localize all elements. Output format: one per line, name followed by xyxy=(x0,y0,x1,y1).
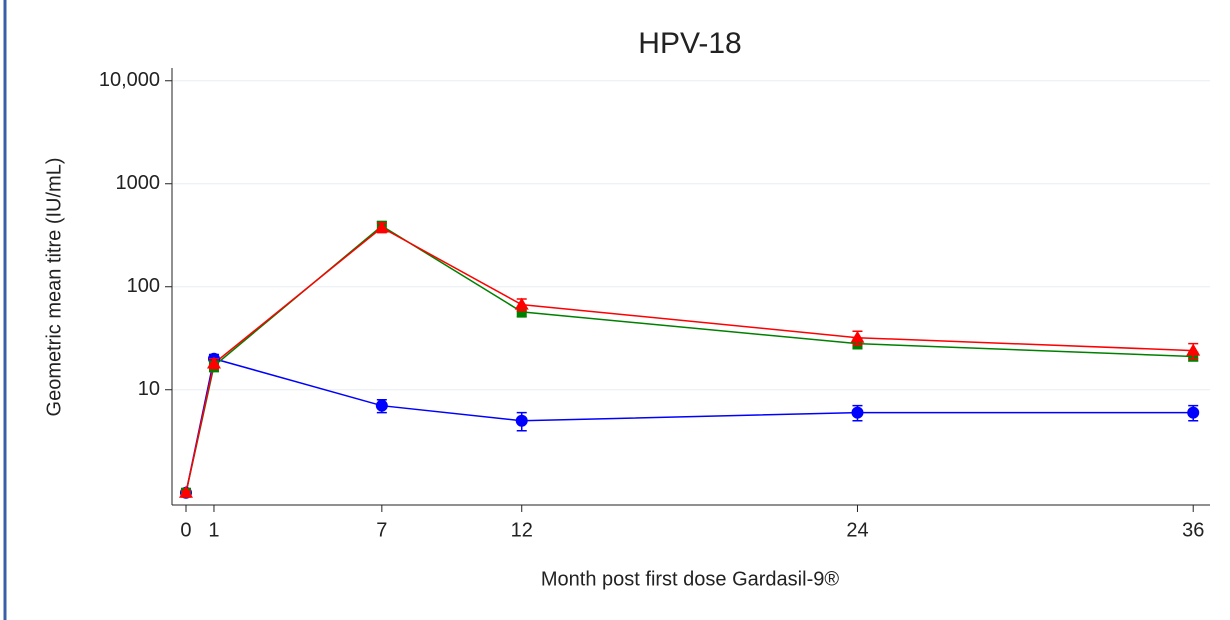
x-tick-label: 7 xyxy=(376,519,387,541)
marker xyxy=(374,220,389,233)
series-line xyxy=(185,357,1194,493)
marker xyxy=(851,406,864,419)
marker xyxy=(178,485,193,498)
series-line xyxy=(185,226,1194,493)
marker xyxy=(375,399,388,412)
marker xyxy=(206,356,221,369)
marker xyxy=(850,330,865,343)
marker xyxy=(514,297,529,310)
y-tick-label: 1000 xyxy=(116,172,161,194)
marker xyxy=(1186,343,1201,356)
marker xyxy=(516,306,527,317)
x-tick-label: 0 xyxy=(180,519,191,541)
y-tick-label: 10 xyxy=(138,378,160,400)
y-axis-label: Geometric mean titre (IU/mL) xyxy=(43,158,65,417)
x-tick-label: 12 xyxy=(511,519,533,541)
x-tick-label: 24 xyxy=(846,519,868,541)
x-tick-label: 36 xyxy=(1182,519,1204,541)
x-tick-label: 1 xyxy=(208,519,219,541)
x-axis-label: Month post first dose Gardasil-9® xyxy=(541,568,839,590)
y-tick-label: 10,000 xyxy=(99,69,160,91)
marker xyxy=(1187,406,1200,419)
chart-title: HPV-18 xyxy=(638,27,741,60)
marker xyxy=(515,414,528,427)
y-tick-label: 100 xyxy=(127,275,160,297)
